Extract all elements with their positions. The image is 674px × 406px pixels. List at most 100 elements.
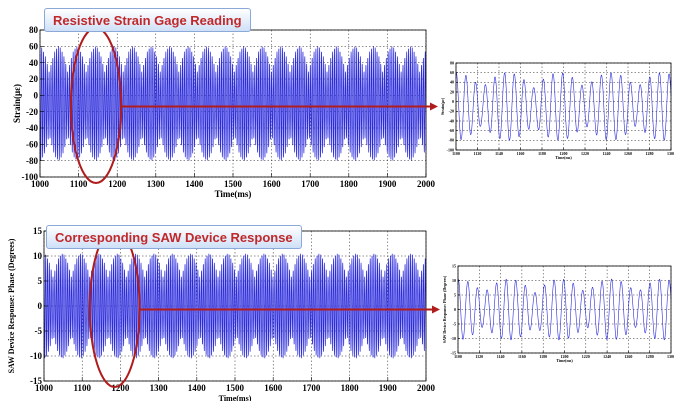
strain-zoom-arrow-head: [430, 102, 438, 111]
strain-main-series-line: [39, 46, 427, 161]
saw-main-x-tick-label: 1500: [226, 383, 245, 393]
saw-main-x-tick-label: 1000: [35, 383, 54, 393]
saw-zoom-x-tick-label: 1120: [475, 354, 483, 359]
strain-main-x-tick-label: 1400: [185, 179, 204, 189]
strain-zoom-x-tick-label: 1160: [517, 151, 525, 156]
saw-main-x-tick-label: 1100: [73, 383, 91, 393]
saw-zoom-y-tick-label: 15: [452, 263, 456, 268]
saw-zoom-x-tick-label: 1280: [646, 354, 654, 359]
saw-main-x-tick-label: 1400: [188, 383, 207, 393]
saw-main-y-tick-label: -15: [30, 376, 42, 386]
saw-main-x-tick-label: 1300: [150, 383, 169, 393]
strain-main-x-axis-label: Time(ms): [215, 189, 252, 199]
strain-main-x-tick-label: 1900: [378, 179, 397, 189]
strain-main-y-tick-label: 60: [29, 41, 39, 51]
strain-main-y-tick-label: -40: [26, 123, 38, 133]
saw-zoom-arrow-head: [432, 305, 440, 314]
saw-zoom-x-tick-label: 1200: [561, 354, 569, 359]
strain-main-y-tick-label: 80: [29, 25, 39, 35]
saw-main-x-tick-label: 1700: [302, 383, 321, 393]
strain-main-x-tick-label: 2000: [417, 179, 436, 189]
saw-zoom-x-tick-label: 1140: [497, 354, 505, 359]
strain-main-x-tick-label: 1600: [263, 179, 282, 189]
strain-zoom-y-tick-label: 20: [450, 89, 454, 94]
strain-main-x-tick-label: 1800: [340, 179, 359, 189]
saw-main-y-tick-label: -10: [30, 351, 42, 361]
saw-zoom-x-tick-label: 1240: [603, 354, 611, 359]
strain-zoom-y-tick-label: -60: [449, 128, 454, 133]
strain-zoom-x-tick-label: 1140: [495, 151, 503, 156]
strain-zoom-x-axis-label: Time(ms): [555, 155, 572, 160]
saw-main-series-line: [43, 253, 427, 359]
strain-zoom-series-line: [455, 72, 672, 141]
saw-main-x-tick-label: 1600: [264, 383, 283, 393]
strain-zoom-x-tick-label: 1300: [667, 151, 674, 156]
saw-main-x-tick-label: 2000: [417, 383, 436, 393]
strain-zoom-x-tick-label: 1280: [646, 151, 654, 156]
strain-zoom-y-tick-label: -100: [447, 147, 454, 152]
strain-zoom-y-tick-label: -40: [449, 118, 454, 123]
strain-zoom-x-tick-label: 1180: [538, 151, 546, 156]
strain-main-y-tick-label: 20: [29, 74, 39, 84]
strain-zoom-x-tick-label: 1220: [581, 151, 589, 156]
saw-zoom-x-tick-label: 1160: [518, 354, 526, 359]
strain-zoom-y-tick-label: 60: [450, 70, 454, 75]
strain-main-x-tick-label: 1300: [147, 179, 166, 189]
strain-zoom-y-tick-label: 40: [450, 80, 454, 85]
strain-main-y-axis-label: Strain(με): [12, 84, 22, 123]
strain-main-chart: 1000 1100 1200 1300 1400 1500 1600 1700 1800 1900…: [12, 25, 436, 199]
saw-main-x-tick-label: 1200: [111, 383, 130, 393]
strain-main-x-tick-label: 1200: [108, 179, 127, 189]
strain-zoom-x-tick-label: 1200: [560, 151, 568, 156]
strain-main-x-tick-label: 1700: [301, 179, 320, 189]
strain-main-y-tick-label: 0: [34, 90, 39, 100]
saw-main-chart: 1000 1100 1200 1300 1400 1500 1600 1700 1800 1900…: [7, 226, 436, 403]
strain-main-y-tick-label: -100: [22, 172, 39, 182]
saw-zoom-x-tick-label: 1300: [667, 354, 674, 359]
strain-main-y-tick-label: 40: [29, 58, 39, 68]
strain-main-y-tick-label: -80: [26, 156, 38, 166]
strain-zoom-x-tick-label: 1260: [624, 151, 632, 156]
strain-gage-title: Resistive Strain Gage Reading: [44, 8, 251, 32]
saw-zoom-y-tick-label: -15: [451, 350, 456, 355]
saw-zoom-x-tick-label: 1220: [582, 354, 590, 359]
saw-zoom-chart: 1100 1120 1140 1160 1180 1200 1220 1240 1260 1280…: [442, 263, 674, 362]
strain-main-x-tick-label: 1000: [31, 179, 50, 189]
saw-main-y-tick-label: 0: [38, 301, 43, 311]
saw-zoom-x-axis-label: Time(ms): [556, 358, 573, 363]
strain-zoom-y-tick-label: -80: [449, 138, 454, 143]
saw-main-y-tick-label: -5: [35, 326, 43, 336]
strain-main-x-tick-label: 1500: [224, 179, 243, 189]
strain-zoom-x-tick-label: 1100: [452, 151, 460, 156]
strain-main-x-tick-label: 1100: [70, 179, 88, 189]
saw-main-y-tick-label: 10: [33, 251, 43, 261]
saw-zoom-y-axis-label: SAW Device Response: Phase (Degrees): [442, 275, 447, 343]
saw-zoom-x-tick-label: 1100: [454, 354, 462, 359]
saw-zoom-x-tick-label: 1180: [539, 354, 547, 359]
strain-main-y-tick-label: -20: [26, 107, 38, 117]
strain-zoom-y-tick-label: 80: [450, 60, 454, 65]
saw-main-x-axis-label: Time(ms): [219, 394, 252, 401]
saw-zoom-x-tick-label: 1260: [624, 354, 632, 359]
strain-zoom-chart: 1100 1120 1140 1160 1180 1200 1220 1240 1260 1280…: [440, 60, 674, 159]
strain-zoom-x-tick-label: 1120: [474, 151, 482, 156]
saw-main-y-tick-label: 15: [33, 226, 43, 236]
saw-response-title: Corresponding SAW Device Response: [46, 225, 302, 249]
saw-zoom-y-tick-label: -5: [453, 321, 456, 326]
saw-main-x-tick-label: 1800: [341, 383, 360, 393]
strain-zoom-x-tick-label: 1240: [603, 151, 611, 156]
saw-zoom-y-tick-label: 5: [454, 292, 456, 297]
strain-zoom-y-tick-label: -20: [449, 109, 454, 114]
saw-zoom-y-tick-label: 10: [452, 278, 456, 283]
saw-main-y-axis-label: SAW Device Response: Phase (Degrees): [7, 238, 16, 373]
saw-zoom-y-tick-label: -10: [451, 336, 456, 341]
saw-main-y-tick-label: 5: [38, 276, 43, 286]
strain-main-y-tick-label: -60: [26, 139, 38, 149]
strain-zoom-y-tick-label: 0: [452, 99, 454, 104]
saw-main-x-tick-label: 1900: [379, 383, 398, 393]
saw-zoom-series-line: [457, 278, 672, 341]
strain-zoom-y-axis-label: Strain(με): [440, 97, 445, 115]
saw-zoom-y-tick-label: 0: [454, 307, 456, 312]
